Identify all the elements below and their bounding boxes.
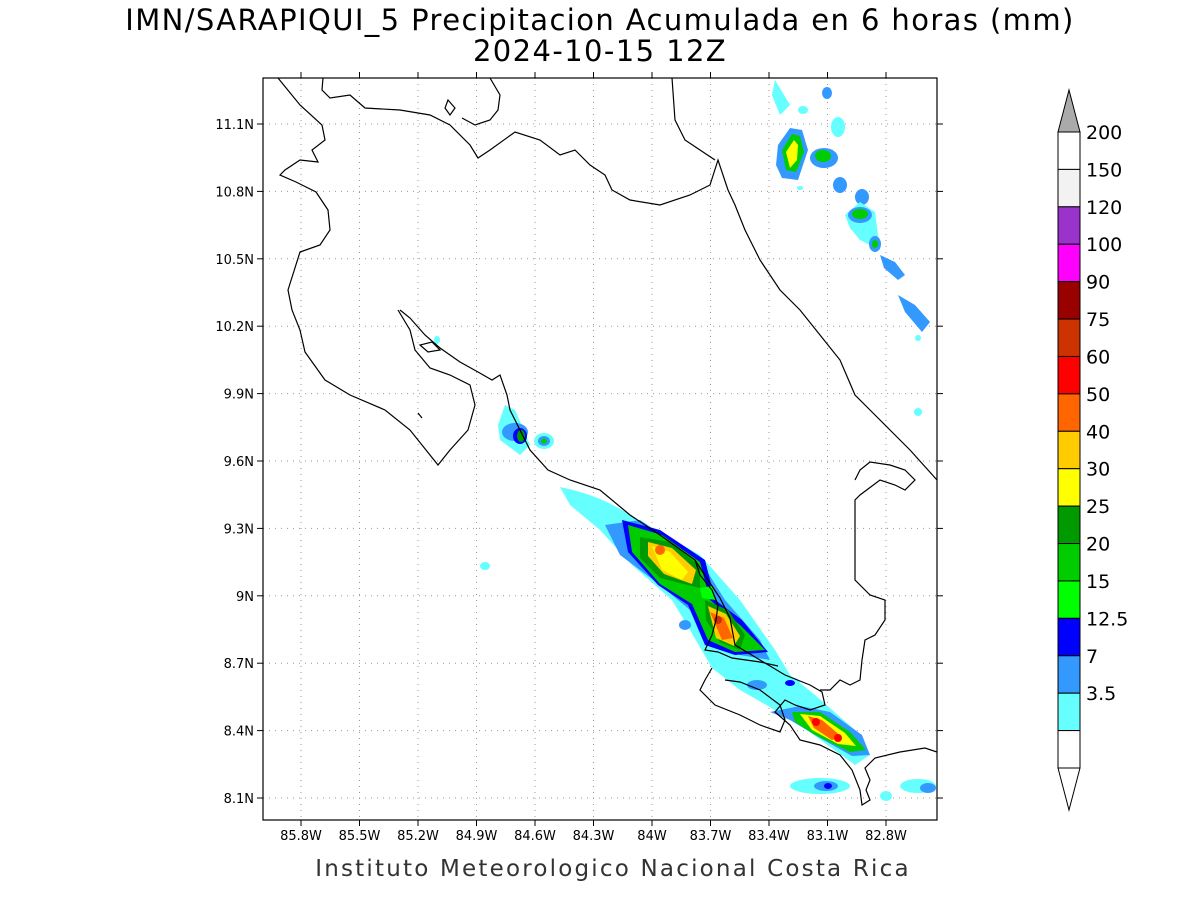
colorbar-label: 15 <box>1086 571 1110 593</box>
colorbar-segment <box>1057 580 1081 619</box>
colorbar-segment <box>1057 131 1081 170</box>
colorbar-label: 3.5 <box>1086 683 1116 705</box>
colorbar-segment <box>1057 543 1081 582</box>
coastlines <box>277 78 937 807</box>
lat-label: 8.1N <box>224 792 254 807</box>
lon-label: 83.1W <box>807 829 849 844</box>
colorbar-label: 60 <box>1086 346 1110 368</box>
axis-ticks <box>257 72 943 826</box>
colorbar-segment <box>1057 505 1081 545</box>
colorbar-label: 50 <box>1086 384 1110 406</box>
colorbar-label: 30 <box>1086 459 1110 481</box>
lon-label: 84.9W <box>456 829 498 844</box>
colorbar-segment <box>1057 206 1081 245</box>
colorbar: 200 150 120 100 90 75 60 50 40 30 25 20 15 12.5 7 3.5 <box>1057 88 1128 812</box>
colorbar-segment <box>1057 692 1081 732</box>
lat-label: 9.3N <box>224 522 254 537</box>
lat-label: 10.5N <box>215 253 254 268</box>
colorbar-label: 75 <box>1086 309 1110 331</box>
footer-credit: Instituto Meteorologico Nacional Costa R… <box>315 856 911 882</box>
lon-label: 85.2W <box>397 829 439 844</box>
colorbar-label: 200 <box>1086 122 1122 144</box>
grid-lines <box>263 78 937 820</box>
lat-label: 10.2N <box>215 320 254 335</box>
latitude-labels: 11.1N 10.8N 10.5N 10.2N 9.9N 9.6N 9.3N 9N 8.7N 8.… <box>215 118 254 807</box>
colorbar-label: 40 <box>1086 421 1110 443</box>
colorbar-segment <box>1057 168 1081 208</box>
lon-label: 82.8W <box>865 829 907 844</box>
lat-label: 9N <box>236 590 254 605</box>
colorbar-label: 150 <box>1086 159 1122 181</box>
colorbar-label: 100 <box>1086 234 1122 256</box>
map-date: 2024-10-15 12Z <box>472 34 728 68</box>
lon-label: 85.8W <box>280 829 322 844</box>
longitude-labels: 85.8W 85.5W 85.2W 84.9W 84.6W 84.3W 84W 83.7W 83… <box>280 829 907 844</box>
lat-label: 10.8N <box>215 185 254 200</box>
lat-label: 9.9N <box>224 388 254 403</box>
lon-label: 85.5W <box>339 829 381 844</box>
precip-band-caribbean-north <box>772 80 930 416</box>
lon-label: 83.4W <box>748 829 790 844</box>
lat-label: 11.1N <box>215 118 254 133</box>
lat-label: 8.7N <box>224 657 254 672</box>
colorbar-label: 25 <box>1086 496 1110 518</box>
precip-cell-central-pacific <box>434 336 554 455</box>
lon-label: 84.6W <box>514 829 556 844</box>
lat-label: 9.6N <box>224 455 254 470</box>
colorbar-segment <box>1057 468 1081 507</box>
colorbar-segment <box>1057 355 1081 395</box>
colorbar-label: 20 <box>1086 534 1110 556</box>
colorbar-label: 12.5 <box>1086 608 1128 630</box>
colorbar-segment <box>1057 430 1081 470</box>
colorbar-label: 90 <box>1086 272 1110 294</box>
colorbar-label: 7 <box>1086 646 1098 668</box>
colorbar-segment <box>1057 393 1081 432</box>
colorbar-segment <box>1057 243 1081 283</box>
colorbar-segment <box>1057 281 1081 320</box>
colorbar-bottom-arrow <box>1057 767 1081 812</box>
map-frame <box>262 77 938 821</box>
lon-label: 84W <box>637 829 667 844</box>
lon-label: 84.3W <box>573 829 615 844</box>
precipitation-field <box>434 80 936 801</box>
map-title: IMN/SARAPIQUI_5 Precipitacion Acumulada … <box>125 3 1075 37</box>
colorbar-top-arrow <box>1057 88 1081 133</box>
colorbar-segment <box>1057 655 1081 694</box>
colorbar-segment <box>1057 318 1081 357</box>
colorbar-segment <box>1057 617 1081 657</box>
lat-label: 8.4N <box>224 725 254 740</box>
colorbar-segment <box>1057 730 1081 769</box>
colorbar-label: 120 <box>1086 197 1122 219</box>
lon-label: 83.7W <box>690 829 732 844</box>
